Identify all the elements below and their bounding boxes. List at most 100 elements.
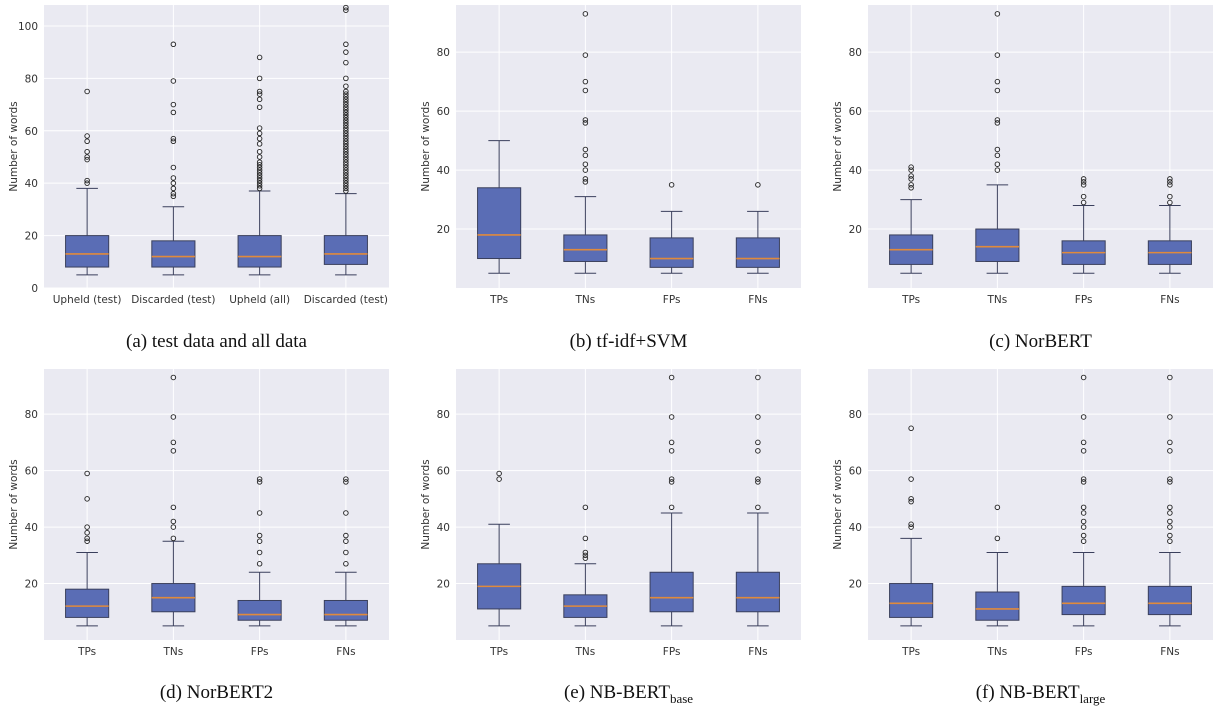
y-tick-label: 40 [437, 165, 450, 177]
outlier-point [582, 552, 589, 559]
y-tick-label: 80 [25, 73, 38, 85]
y-tick-label: 40 [849, 522, 862, 534]
outlier-point [343, 122, 349, 129]
outlier-point [343, 172, 349, 179]
panel-2: 20 40 60 80 Number of words TPs TNs FPs FNs (b) t… [420, 5, 801, 352]
caption-subscript: large [1080, 691, 1106, 706]
outlier-point [994, 11, 1001, 17]
outlier-point [343, 112, 349, 118]
outlier-point [343, 188, 349, 194]
outlier-point [84, 524, 90, 530]
outlier-point [668, 414, 675, 420]
x-tick-label: FNs [336, 646, 355, 658]
outlier-point [256, 180, 263, 186]
outlier-point [496, 470, 502, 477]
outlier-point [1167, 179, 1173, 185]
x-tick-label: FNs [748, 294, 767, 306]
outlier-point [343, 88, 349, 95]
outlier-point [170, 135, 177, 142]
outlier-point [908, 521, 914, 528]
box-2 [151, 374, 196, 627]
outlier-point [582, 146, 589, 153]
outlier-point [343, 107, 349, 113]
outlier-point [994, 117, 1001, 123]
outlier-point [755, 182, 761, 188]
outlier-point [256, 167, 263, 173]
y-tick-label: 80 [437, 409, 450, 421]
outlier-point [170, 78, 177, 84]
outlier-point [1080, 179, 1087, 185]
x-tick-label: TPs [901, 294, 920, 306]
outlier-point [1167, 532, 1173, 539]
outlier-point [343, 561, 349, 567]
outlier-point [343, 476, 349, 482]
outlier-point [343, 141, 349, 147]
y-tick-label: 20 [849, 224, 862, 236]
outlier-point [256, 177, 263, 184]
outlier-point [343, 93, 349, 100]
outlier-point [343, 128, 349, 134]
outlier-point [170, 193, 177, 200]
outlier-point [343, 120, 349, 126]
outlier-point [256, 510, 263, 516]
outlier-point [343, 125, 349, 131]
outlier-point [343, 156, 349, 163]
caption-text: (f) NB-BERT [976, 682, 1080, 703]
outlier-point [1167, 448, 1173, 454]
outlier-point [1080, 439, 1087, 446]
outlier-point [1167, 510, 1173, 516]
iqr-box [889, 583, 934, 618]
outlier-point [582, 152, 589, 159]
outlier-point [1080, 479, 1087, 485]
outlier-point [343, 532, 349, 539]
outlier-point [170, 185, 177, 192]
y-tick-label: 80 [849, 409, 862, 421]
y-tick-label: 20 [437, 579, 450, 591]
outlier-point [343, 109, 349, 116]
outlier-point [256, 175, 263, 181]
outlier-point [755, 414, 761, 420]
x-tick-label: Upheld (test) [53, 294, 122, 306]
x-tick-label: FPs [1075, 294, 1093, 306]
outlier-point [256, 476, 263, 482]
outlier-point [170, 518, 177, 525]
outlier-point [170, 175, 177, 181]
outlier-point [1167, 199, 1173, 206]
outlier-point [582, 549, 589, 556]
iqr-box [65, 588, 110, 618]
x-tick-label: FPs [663, 294, 681, 306]
outlier-point [343, 148, 349, 155]
iqr-box [735, 571, 780, 613]
outlier-point [170, 190, 177, 197]
outlier-point [256, 549, 263, 556]
outlier-point [908, 496, 914, 502]
box-4 [1147, 374, 1192, 627]
outlier-point [170, 164, 177, 171]
outlier-point [170, 439, 177, 446]
box-1 [889, 164, 934, 274]
outlier-point [84, 156, 90, 163]
outlier-point [84, 138, 90, 145]
outlier-point [582, 176, 589, 182]
outlier-point [256, 54, 263, 61]
outlier-point [908, 476, 914, 482]
box-3 [649, 182, 694, 274]
outlier-point [994, 120, 1001, 126]
y-tick-label: 80 [437, 47, 450, 59]
outlier-point [170, 180, 177, 186]
caption-text: (e) NB-BERT [564, 682, 670, 703]
outlier-point [1080, 182, 1087, 188]
outlier-point [755, 374, 761, 381]
outlier-point [256, 164, 263, 171]
outlier-point [343, 96, 349, 103]
outlier-point [582, 52, 589, 58]
outlier-point [908, 524, 914, 530]
outlier-point [1080, 538, 1087, 544]
outlier-point [582, 504, 589, 511]
x-tick-label: TNs [987, 294, 1008, 306]
caption-text: (d) NorBERT2 [160, 682, 273, 703]
y-axis-title: Number of words [8, 459, 20, 549]
panel-1: 0 20 40 60 80 100 Number of words Upheld (test)… [8, 4, 389, 352]
outlier-point [668, 374, 675, 381]
outlier-point [343, 177, 349, 184]
